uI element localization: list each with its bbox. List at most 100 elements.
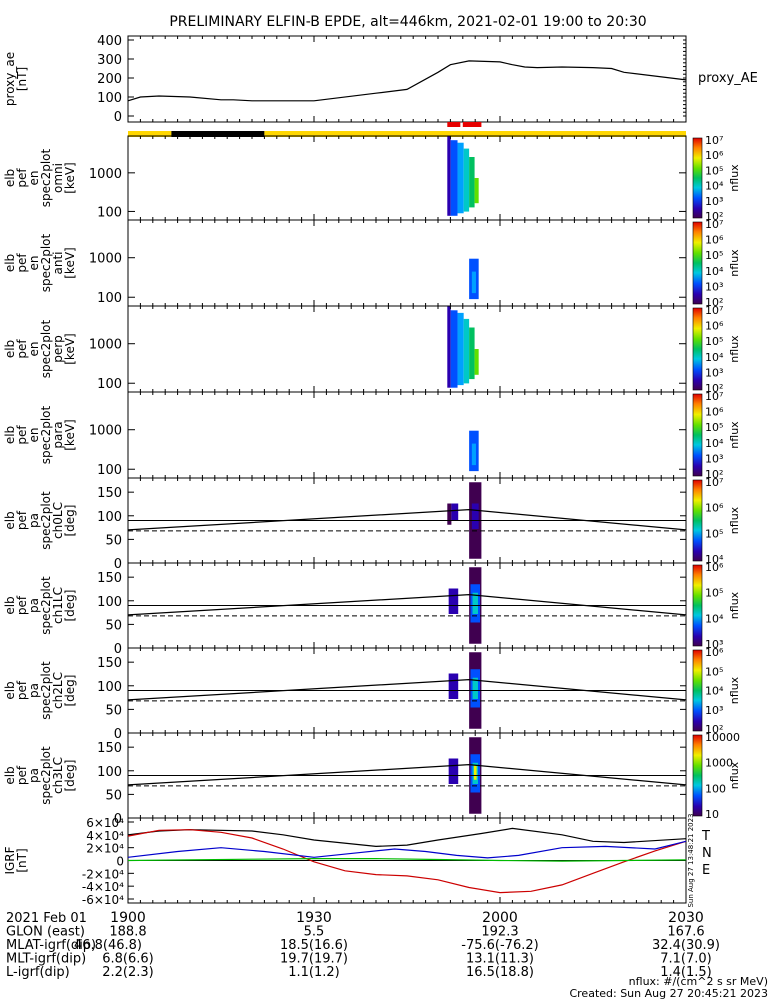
time-axis-label: 1930: [296, 910, 332, 926]
igrf-legend-t: T: [701, 829, 710, 844]
pa-ch1LC-colorbar-tick: 10⁵: [705, 587, 723, 600]
igrf-line-n: [127, 829, 687, 894]
pa-ch0LC-spectrum-cell: [471, 503, 479, 529]
pa-ch1LC-ylabel-line: pa: [27, 598, 41, 613]
en-anti-colorbar-tick: 10²: [705, 296, 723, 309]
pa-ch3LC-colorbar-tick: 10000: [705, 731, 740, 744]
en-anti-frame: [127, 219, 687, 307]
collection-marker: [447, 122, 461, 127]
en-omni-colorbar-tick: 10²: [705, 210, 723, 223]
en-perp-ylabel-line: pef: [15, 339, 29, 359]
en-para-colorbar-tick: 10³: [705, 452, 723, 465]
en-omni-spectrum-cell: [469, 157, 475, 208]
en-omni-frame: [127, 135, 687, 221]
en-para-colorbar: [692, 393, 703, 477]
en-para-colorbar-tick: 10⁶: [705, 406, 724, 419]
en-perp-ytick-label: 1000: [89, 338, 122, 353]
en-perp-spectrum-cell: [457, 312, 464, 386]
pa-ch2LC-colorbar-label: nflux: [728, 676, 741, 704]
en-omni-ylabel-line: [keV]: [63, 162, 77, 193]
en-para-ylabel-line: en: [27, 428, 41, 443]
footer-created: Created: Sun Aug 27 20:45:21 2023: [569, 987, 768, 1000]
science-zone-segment: [128, 131, 172, 137]
en-omni-colorbar-label: nflux: [728, 164, 741, 192]
pa-ch3LC-spectrum-cell: [473, 765, 477, 780]
en-anti-colorbar-tick: 10³: [705, 280, 723, 293]
en-perp-ylabel-line: en: [27, 342, 41, 357]
pa-ch1LC-ytick-label: 100: [97, 595, 122, 610]
pa-ch2LC-colorbar-tick: 10⁵: [705, 665, 723, 678]
igrf-ytick-label: -6×10⁴: [82, 893, 124, 907]
pa-ch2LC-colorbar-tick: 10³: [705, 704, 723, 717]
en-omni-colorbar-tick: 10⁴: [705, 180, 724, 193]
en-perp-ytick-label: 100: [97, 377, 122, 392]
en-anti-ylabel-line: [keV]: [63, 247, 77, 278]
en-para-ylabel-line: spec2plot: [39, 405, 53, 464]
pa-ch1LC-ylabel-line: ch1LC: [51, 587, 65, 624]
igrf-timestamp-note: Sun Aug 27 13:48:21 2023: [687, 813, 695, 907]
en-perp-colorbar-tick: 10²: [705, 382, 723, 395]
pa-ch3LC-ylabel-line: pef: [15, 765, 29, 785]
ephemeris-value: 188.8: [109, 925, 146, 940]
plot-title: PRELIMINARY ELFIN-B EPDE, alt=446km, 202…: [169, 14, 646, 30]
ephemeris-row-label: MLT-igrf(dip): [6, 952, 86, 967]
pa-ch2LC-ytick-label: 150: [97, 656, 122, 671]
igrf-legend-e: E: [702, 863, 710, 878]
igrf-ytick-label: -2×10⁴: [82, 867, 124, 881]
pa-ch1LC-ytick-label: 150: [97, 571, 122, 586]
en-para-ylabel-line: pef: [15, 425, 29, 445]
en-para-ylabel-line: [keV]: [63, 419, 77, 450]
en-omni-spectrum-cell: [457, 142, 464, 214]
en-perp-spectrum-cell: [474, 349, 479, 375]
pa-ch2LC-colorbar: [692, 649, 703, 732]
pa-ch1LC-colorbar-tick: 10⁴: [705, 612, 724, 625]
ephemeris-row-label: GLON (east): [6, 925, 85, 940]
collection-marker: [462, 122, 482, 127]
proxy-ae-ytick-label: 0: [114, 110, 122, 125]
en-para-ytick-label: 100: [97, 463, 122, 478]
pa-ch0LC-ylabel-line: pa: [27, 513, 41, 528]
en-anti-ylabel-line: anti: [51, 252, 65, 275]
ephemeris-value: 192.3: [481, 925, 518, 940]
igrf-ytick-label: -4×10⁴: [82, 880, 124, 894]
pa-ch1LC-colorbar-label: nflux: [728, 591, 741, 619]
ephemeris-value: 13.1(11.3): [466, 952, 534, 967]
ephemeris-value: 2.2(2.3): [102, 965, 154, 980]
ephemeris-value: 1.1(1.2): [288, 965, 340, 980]
en-para-colorbar-tick: 10⁷: [705, 390, 723, 403]
en-perp-colorbar: [692, 307, 703, 391]
ephemeris-value: 32.4(30.9): [652, 938, 720, 953]
pa-ch1LC-spectrum-cell: [448, 588, 459, 614]
en-omni-spectrum-cell: [450, 140, 458, 216]
en-anti-colorbar-tick: 10⁴: [705, 265, 724, 278]
pa-ch3LC-ytick-label: 150: [97, 741, 122, 756]
time-axis-label: 2030: [668, 910, 704, 926]
science-zone-segment: [171, 131, 265, 137]
pa-ch1LC-colorbar-tick: 10⁶: [705, 561, 724, 574]
igrf-line-t: [127, 827, 687, 848]
ephemeris-value: 6.8(6.6): [102, 952, 154, 967]
igrf-ytick-label: 4×10⁴: [86, 829, 124, 843]
en-perp-ylabel-line: [keV]: [63, 333, 77, 364]
pa-ch0LC-colorbar-tick: 10⁴: [705, 553, 724, 566]
pa-ch0LC-loss-cone-line: [127, 508, 687, 531]
pa-ch3LC-ytick-label: 100: [97, 765, 122, 780]
en-omni-spectrum-cell: [447, 136, 451, 216]
pa-ch1LC-colorbar: [692, 564, 703, 647]
en-perp-spectrum-cell: [447, 306, 451, 388]
ephemeris-row-label: MLAT-igrf(dip): [6, 938, 96, 953]
en-anti-ylabel-line: elb: [3, 254, 17, 272]
en-omni-ylabel-line: en: [27, 171, 41, 186]
pa-ch2LC-colorbar-tick: 10²: [705, 723, 723, 736]
pa-ch3LC-ylabel-line: elb: [3, 766, 17, 784]
pa-ch1LC-ylabel-line: spec2plot: [39, 576, 53, 635]
proxy-ae-ytick-label: 400: [97, 34, 122, 49]
en-anti-colorbar-tick: 10⁵: [705, 249, 723, 262]
pa-ch1LC-colorbar-tick: 10³: [705, 638, 723, 651]
ephemeris-value: 7.1(7.0): [660, 952, 712, 967]
ephemeris-row-label: L-igrf(dip): [6, 965, 70, 980]
pa-ch2LC-loss-cone-line: [127, 678, 687, 701]
pa-ch1LC-ytick-label: 0: [114, 642, 122, 657]
pa-ch3LC-spectrum-cell: [448, 758, 459, 784]
ephemeris-value: 1.4(1.5): [660, 965, 712, 980]
